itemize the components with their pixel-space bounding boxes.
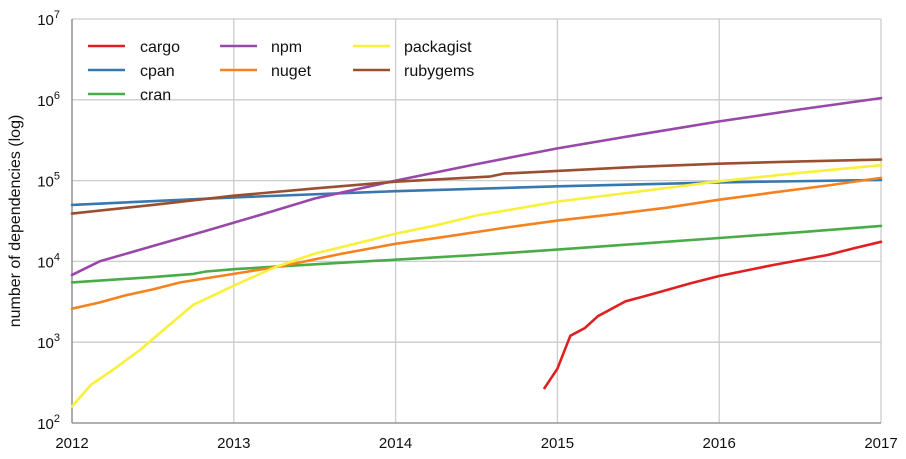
- series-line-rubygems: [70, 158, 883, 215]
- series-line-cran: [70, 224, 883, 284]
- legend-label-npm: npm: [271, 39, 302, 56]
- y-tick-label: 103: [37, 332, 60, 352]
- x-tick-label: 2015: [541, 435, 574, 452]
- legend-label-packagist: packagist: [404, 39, 472, 56]
- legend: cargo cpan cran npm nuget packagist rubygems: [88, 39, 474, 104]
- x-tick-label: 2012: [55, 435, 88, 452]
- y-axis-label: number of dependencies (log): [7, 115, 24, 328]
- x-tick-label: 2013: [217, 435, 250, 452]
- y-tick-label: 104: [37, 251, 60, 271]
- axes-frame: [71, 19, 881, 424]
- legend-label-cargo: cargo: [140, 39, 180, 56]
- y-axis-tick-labels: 102 103 104 105 106 107: [37, 9, 60, 433]
- y-tick-label: 106: [37, 90, 60, 110]
- y-tick-label: 105: [37, 171, 60, 191]
- series-line-cargo: [543, 240, 883, 390]
- legend-label-nuget: nuget: [271, 63, 312, 80]
- x-tick-label: 2017: [864, 435, 897, 452]
- legend-label-cran: cran: [140, 87, 171, 104]
- y-tick-label: 107: [37, 9, 60, 29]
- series-line-nuget: [70, 176, 883, 311]
- legend-label-cpan: cpan: [140, 63, 175, 80]
- legend-label-rubygems: rubygems: [404, 63, 474, 80]
- plot-area: [72, 19, 881, 423]
- series-lines: [70, 96, 883, 408]
- x-tick-label: 2014: [379, 435, 412, 452]
- x-axis-tick-labels: 2012 2013 2014 2015 2016 2017: [55, 435, 897, 452]
- y-tick-label: 102: [37, 413, 60, 433]
- x-tick-label: 2016: [703, 435, 736, 452]
- series-line-packagist: [70, 163, 883, 408]
